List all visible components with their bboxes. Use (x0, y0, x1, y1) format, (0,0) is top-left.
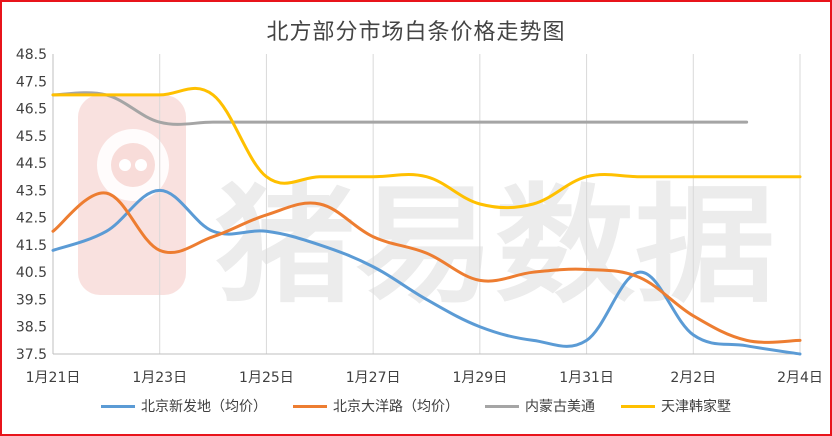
y-tick-label: 41.5 (16, 238, 47, 254)
legend-swatch (293, 404, 327, 408)
x-tick-label: 1月23日 (132, 370, 187, 386)
x-tick-label: 1月31日 (559, 370, 614, 386)
legend-swatch (101, 404, 135, 408)
y-tick-label: 37.5 (16, 347, 47, 363)
x-axis: 1月21日 1月23日 1月25日 1月27日 1月29日 1月31日 2月2日 2月4日 (26, 370, 823, 386)
x-tick-label: 2月2日 (670, 370, 716, 386)
legend-entry: 天津韩家墅 (621, 396, 731, 416)
legend-entry: 内蒙古美通 (485, 396, 595, 416)
x-tick-label: 1月27日 (346, 370, 401, 386)
legend: 北京新发地（均价） 北京大洋路（均价） 内蒙古美通 天津韩家墅 (0, 396, 832, 416)
legend-swatch (621, 404, 655, 408)
y-axis: 37.5 38.5 39.5 40.5 41.5 42.5 43.5 44.5 45.5 46.5… (16, 47, 47, 363)
y-tick-label: 43.5 (16, 183, 47, 199)
y-tick-label: 38.5 (16, 320, 47, 336)
series-line-3 (51, 91, 749, 126)
x-tick-label: 1月25日 (239, 370, 294, 386)
legend-label: 内蒙古美通 (525, 399, 595, 415)
pig-logo-icon (78, 95, 186, 295)
series-line-2 (51, 191, 802, 344)
x-tick-label: 1月29日 (452, 370, 507, 386)
x-tick-label: 1月21日 (26, 370, 81, 386)
legend-entry: 北京新发地（均价） (101, 396, 267, 416)
watermark-text: 猪易数据 (215, 172, 775, 321)
series-line-1 (51, 188, 802, 356)
y-tick-label: 42.5 (16, 211, 47, 227)
y-tick-label: 47.5 (16, 74, 47, 90)
legend-label: 天津韩家墅 (661, 399, 731, 415)
y-tick-label: 48.5 (16, 47, 47, 63)
legend-swatch (485, 404, 519, 408)
series-line-4 (51, 86, 802, 210)
watermark: 猪易数据 (78, 95, 775, 321)
series-layer (51, 86, 802, 356)
legend-label: 北京新发地（均价） (141, 399, 267, 415)
chart-title: 北方部分市场白条价格走势图 (266, 20, 566, 45)
legend-label: 北京大洋路（均价） (333, 399, 459, 415)
y-tick-label: 39.5 (16, 292, 47, 308)
y-tick-label: 40.5 (16, 265, 47, 281)
y-tick-label: 44.5 (16, 156, 47, 172)
y-tick-label: 46.5 (16, 102, 47, 118)
legend-entry: 北京大洋路（均价） (293, 396, 459, 416)
x-tick-label: 2月4日 (777, 370, 823, 386)
y-tick-label: 45.5 (16, 129, 47, 145)
